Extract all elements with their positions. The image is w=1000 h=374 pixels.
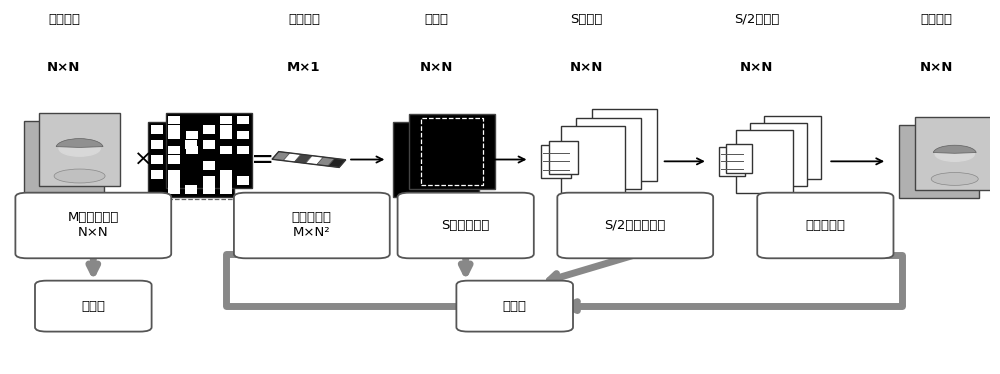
Bar [168,171,180,179]
Text: S卷积滤波器: S卷积滤波器 [442,219,490,232]
Bar [220,116,232,125]
Text: S/2特征图: S/2特征图 [734,13,779,26]
FancyBboxPatch shape [398,193,534,258]
Bar [168,116,180,125]
Bar [203,125,215,134]
Polygon shape [576,117,641,189]
Polygon shape [764,116,821,179]
Polygon shape [915,117,995,190]
Text: 编码层: 编码层 [81,300,105,313]
Text: 一维信号: 一维信号 [288,13,320,26]
Bar [220,171,232,179]
Bar [237,176,249,184]
Polygon shape [549,141,578,174]
Bar [151,125,163,134]
Bar [203,176,215,184]
Polygon shape [39,113,120,186]
Text: ×: × [134,150,153,169]
Polygon shape [736,130,793,193]
Bar [203,140,215,148]
Text: 全连滤波器
M×N²: 全连滤波器 M×N² [292,211,332,239]
FancyBboxPatch shape [757,193,893,258]
Bar [168,146,180,154]
Polygon shape [328,159,346,168]
Bar [168,131,180,140]
Ellipse shape [931,172,978,186]
Text: 卷积滤波器: 卷积滤波器 [805,219,845,232]
Bar [220,125,232,134]
Ellipse shape [54,169,105,183]
Text: N×N: N×N [420,61,453,74]
Text: N×N: N×N [570,61,603,74]
Text: M个调制掩膜
N×N: M个调制掩膜 N×N [68,211,119,239]
Bar [151,155,163,164]
Bar [168,155,180,164]
Bar [237,146,249,154]
Bar [185,140,197,148]
Polygon shape [294,154,312,163]
FancyBboxPatch shape [234,193,390,258]
Polygon shape [283,153,301,162]
Bar [203,161,215,169]
Bar [186,131,198,140]
Text: M×1: M×1 [287,61,321,74]
Bar [168,176,180,184]
Polygon shape [272,151,290,160]
FancyBboxPatch shape [456,280,573,332]
Polygon shape [726,144,752,173]
Text: S特征图: S特征图 [570,13,602,26]
Text: 输入图像: 输入图像 [48,13,80,26]
Polygon shape [306,156,323,165]
Polygon shape [148,122,234,197]
Polygon shape [750,123,807,186]
Bar [237,131,249,140]
Text: 解码层: 解码层 [503,300,527,313]
Text: 特征图: 特征图 [424,13,448,26]
Polygon shape [541,145,571,178]
Polygon shape [899,125,979,198]
Wedge shape [56,139,103,147]
Wedge shape [933,145,976,153]
Text: S/2卷积滤波器: S/2卷积滤波器 [605,219,666,232]
Text: N×N: N×N [47,61,81,74]
Bar [220,176,232,184]
Polygon shape [561,126,625,197]
Bar [203,186,215,194]
Polygon shape [393,122,479,197]
Bar [237,116,249,125]
Circle shape [935,147,974,161]
Text: 输出图像: 输出图像 [920,13,952,26]
Bar [220,186,232,194]
Bar [151,140,163,148]
Polygon shape [719,147,745,176]
Bar [185,186,197,194]
Polygon shape [166,113,252,188]
Polygon shape [317,157,335,166]
Polygon shape [409,114,495,189]
Polygon shape [592,110,657,181]
Bar [220,146,232,154]
FancyBboxPatch shape [15,193,171,258]
Text: N×N: N×N [740,61,773,74]
Bar [151,171,163,179]
Text: N×N: N×N [919,61,953,74]
Bar [220,131,232,140]
Bar [168,125,180,134]
Bar [168,186,180,194]
Bar [186,146,198,154]
FancyBboxPatch shape [35,280,152,332]
FancyBboxPatch shape [557,193,713,258]
Circle shape [59,141,100,156]
Text: =: = [251,145,275,174]
Polygon shape [24,121,104,194]
